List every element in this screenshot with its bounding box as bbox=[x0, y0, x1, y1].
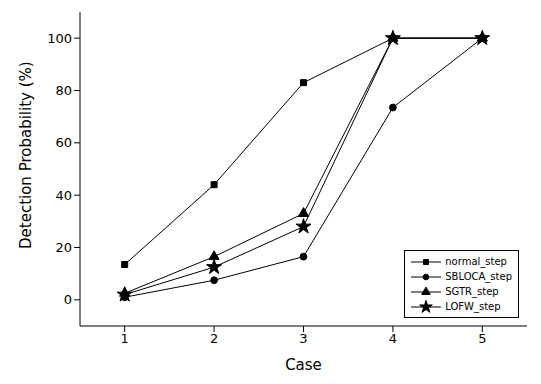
html-text:normal_step: normal_step bbox=[445, 256, 507, 267]
svg-text:0: 0 bbox=[64, 292, 72, 307]
svg-text:60: 60 bbox=[55, 135, 72, 150]
html-text:SBLOCA_step: SBLOCA_step bbox=[445, 271, 512, 282]
svg-text:20: 20 bbox=[55, 240, 72, 255]
svg-text:2: 2 bbox=[210, 331, 218, 346]
svg-text:3: 3 bbox=[299, 331, 307, 346]
svg-text:1: 1 bbox=[121, 331, 129, 346]
svg-text:Case: Case bbox=[285, 356, 322, 374]
svg-text:Detection Probability (%): Detection Probability (%) bbox=[17, 61, 35, 249]
svg-text:100: 100 bbox=[47, 31, 72, 46]
html-text:SGTR_step: SGTR_step bbox=[445, 286, 499, 297]
svg-text:4: 4 bbox=[389, 331, 397, 346]
svg-text:5: 5 bbox=[478, 331, 486, 346]
svg-text:80: 80 bbox=[55, 83, 72, 98]
svg-text:40: 40 bbox=[55, 188, 72, 203]
html-text:LOFW_step: LOFW_step bbox=[445, 301, 501, 312]
